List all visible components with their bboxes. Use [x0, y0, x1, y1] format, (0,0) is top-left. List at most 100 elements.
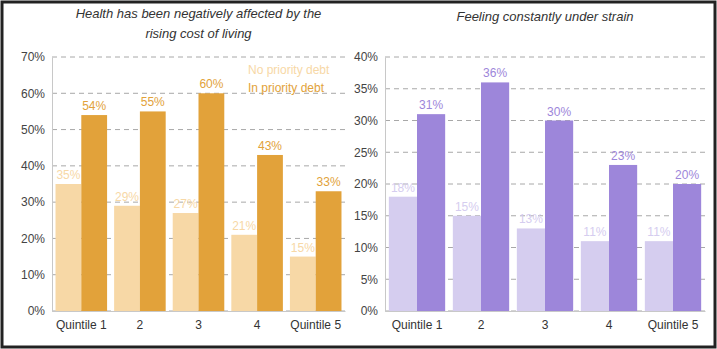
y-tick-label: 0%: [28, 304, 46, 318]
x-tick: Quintile 1: [56, 311, 107, 332]
chart-title-line: Feeling constantly under strain: [456, 9, 633, 24]
y-tick: 15%: [354, 209, 385, 223]
bar: [417, 114, 445, 311]
data-labels: 35%29%27%21%15%54%55%60%43%33%: [56, 77, 341, 254]
y-tick: 20%: [21, 232, 52, 246]
data-label: 60%: [199, 77, 223, 91]
x-tick: Quintile 5: [648, 311, 699, 332]
bars: [389, 82, 701, 311]
chart-title: Feeling constantly under strain: [456, 9, 633, 24]
y-tick: 0%: [361, 304, 385, 318]
bar: [517, 228, 545, 311]
y-axis: 0%10%20%30%40%50%60%70%: [21, 50, 53, 318]
x-tick: 4: [254, 311, 261, 332]
y-tick: 40%: [21, 159, 52, 173]
x-tick-label: 2: [478, 318, 485, 332]
data-label: 30%: [547, 105, 571, 119]
grid-line: [52, 57, 345, 58]
y-tick: 10%: [354, 241, 385, 255]
legend: No priority debtIn priority debt: [248, 63, 330, 95]
bar: [481, 82, 509, 311]
y-tick-label: 30%: [21, 195, 45, 209]
x-tick: 3: [195, 311, 202, 332]
bar: [173, 213, 199, 311]
bar: [609, 165, 637, 311]
data-label: 55%: [141, 95, 165, 109]
y-tick: 60%: [21, 87, 52, 101]
x-tick-label: 3: [195, 318, 202, 332]
data-label: 23%: [611, 149, 635, 163]
y-tick: 30%: [354, 114, 385, 128]
frame: [2, 2, 715, 347]
x-tick-label: 3: [542, 318, 549, 332]
y-tick-label: 5%: [361, 273, 379, 287]
y-tick-label: 10%: [354, 241, 378, 255]
bar: [290, 257, 316, 311]
y-tick: 20%: [354, 177, 385, 191]
x-tick-label: Quintile 5: [648, 318, 699, 332]
y-tick-label: 40%: [354, 50, 378, 64]
x-tick: 2: [478, 311, 485, 332]
grid: [385, 57, 705, 311]
data-label: 33%: [317, 175, 341, 189]
bar: [257, 155, 283, 311]
x-tick-label: Quintile 5: [290, 318, 341, 332]
bar: [231, 235, 257, 311]
y-tick: 40%: [354, 50, 385, 64]
x-axis-line: [53, 311, 346, 312]
bar: [673, 184, 701, 311]
chart-title-line: rising cost of living: [145, 26, 252, 41]
chart: 0%5%10%15%20%25%30%35%40%Quintile 1234Qu…: [354, 9, 706, 332]
x-tick: 4: [606, 311, 613, 332]
y-tick: 35%: [354, 82, 385, 96]
y-tick-label: 15%: [354, 209, 378, 223]
y-tick: 0%: [28, 304, 52, 318]
y-axis-line: [52, 58, 53, 312]
chart-root: 0%10%20%30%40%50%60%70%Quintile 1234Quin…: [0, 0, 717, 349]
bar: [114, 206, 140, 311]
x-tick-label: 4: [606, 318, 613, 332]
data-label: 35%: [56, 168, 80, 182]
x-tick-label: 2: [137, 318, 144, 332]
y-tick-label: 60%: [21, 87, 45, 101]
x-tick: 3: [542, 311, 549, 332]
grid-line: [385, 57, 705, 58]
data-label: 36%: [483, 66, 507, 80]
data-label: 31%: [419, 98, 443, 112]
y-tick-label: 70%: [21, 50, 45, 64]
chart-title-line: Health has been negatively affected by t…: [76, 6, 322, 21]
legend-entry: In priority debt: [248, 81, 325, 95]
chart: 0%10%20%30%40%50%60%70%Quintile 1234Quin…: [21, 6, 346, 332]
data-label: 11%: [647, 225, 670, 239]
data-label: 13%: [519, 212, 543, 226]
y-tick-label: 20%: [354, 177, 378, 191]
y-tick-label: 20%: [21, 232, 45, 246]
data-label: 15%: [291, 241, 315, 255]
data-label: 43%: [258, 139, 282, 153]
grid-line: [385, 88, 705, 89]
x-tick-label: Quintile 1: [392, 318, 443, 332]
data-label: 27%: [174, 197, 198, 211]
y-tick: 25%: [354, 146, 385, 160]
x-axis: Quintile 1 2 3 4 Quintile 5: [53, 311, 346, 332]
data-label: 18%: [391, 181, 415, 195]
bars: [56, 93, 342, 311]
x-axis-line: [386, 311, 706, 312]
data-label: 15%: [455, 200, 479, 214]
x-axis: Quintile 1 2 3 4 Quintile 5: [386, 311, 706, 332]
y-tick: 5%: [361, 273, 385, 287]
y-tick: 70%: [21, 50, 52, 64]
bar: [453, 216, 481, 311]
data-label: 54%: [82, 99, 106, 113]
y-tick-label: 10%: [21, 268, 45, 282]
x-tick: 2: [137, 311, 144, 332]
y-tick-label: 35%: [354, 82, 378, 96]
bar: [81, 115, 107, 311]
y-tick: 10%: [21, 268, 52, 282]
bar: [389, 197, 417, 311]
data-label: 11%: [583, 225, 606, 239]
bar: [316, 191, 342, 311]
y-tick-label: 25%: [354, 146, 378, 160]
bar: [140, 111, 166, 311]
data-label: 29%: [115, 190, 139, 204]
